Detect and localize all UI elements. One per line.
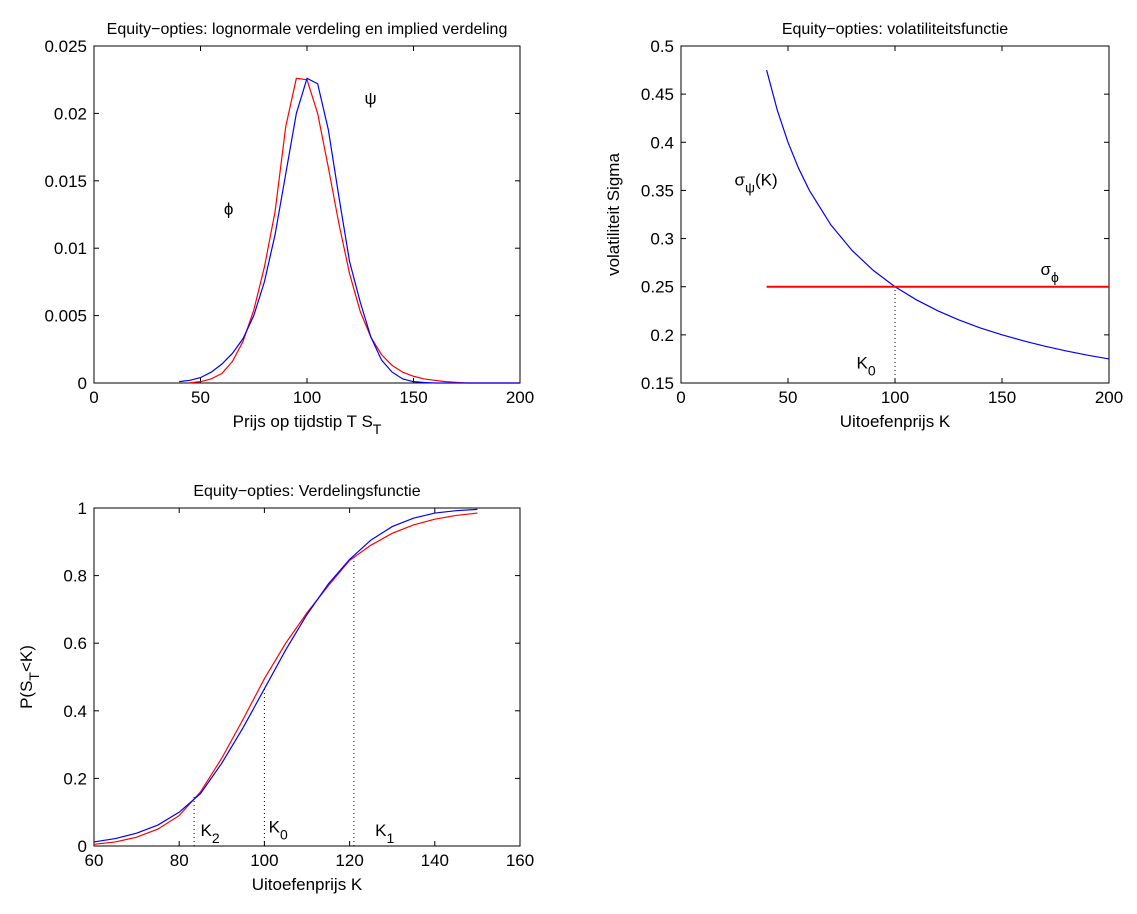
text-part: Uitoefenprijs K <box>840 412 951 431</box>
series-line <box>179 77 520 384</box>
x-tick-label: 80 <box>170 851 189 870</box>
x-tick-label: 50 <box>191 388 210 407</box>
x-axis-label: Uitoefenprijs K <box>252 875 363 894</box>
chart-title: Equity−opties: lognormale verdeling en i… <box>107 21 508 38</box>
chart-title: Equity−opties: volatiliteitsfunctie <box>782 21 1008 38</box>
annotation: K2 <box>201 821 220 846</box>
text-part: K <box>856 354 868 373</box>
annotation: σψ(K) <box>735 171 778 196</box>
y-tick-label: 0.25 <box>641 278 674 297</box>
text-part: K <box>269 817 281 836</box>
text-part: K <box>375 821 387 840</box>
y-tick-label: 0.6 <box>63 634 87 653</box>
y-tick-label: 0.02 <box>54 104 87 123</box>
text-part: P(S <box>17 681 36 709</box>
text-part: σ <box>1041 260 1052 279</box>
x-tick-label: 200 <box>1095 388 1123 407</box>
y-tick-label: 0.45 <box>641 85 674 104</box>
series-line <box>93 512 478 845</box>
subscript: 0 <box>868 363 876 379</box>
axes-box <box>93 507 521 847</box>
x-tick-label: 100 <box>293 388 321 407</box>
subscript: 2 <box>212 830 220 846</box>
text-part: K <box>201 821 213 840</box>
x-axis-label: Prijs op tijdstip T ST <box>233 412 382 437</box>
x-tick-label: 0 <box>676 388 685 407</box>
annotation: K0 <box>856 354 875 379</box>
y-tick-label: 0.005 <box>44 307 87 326</box>
y-axis-label: P(ST<K) <box>17 645 42 709</box>
subscript: ϕ <box>1051 269 1059 285</box>
x-tick-label: 150 <box>988 388 1016 407</box>
y-tick-label: 0.5 <box>650 37 674 56</box>
y-tick-label: 0 <box>78 837 87 856</box>
y-tick-label: 0.35 <box>641 181 674 200</box>
y-tick-label: 0.2 <box>63 769 87 788</box>
subscript: T <box>26 672 42 681</box>
y-tick-label: 0 <box>78 374 87 393</box>
y-tick-label: 0.4 <box>63 702 87 721</box>
x-tick-label: 160 <box>506 851 534 870</box>
annotation: ϕ <box>224 200 234 219</box>
x-axis-label: Uitoefenprijs K <box>840 412 951 431</box>
text-part: ψ <box>365 89 377 108</box>
subscript: 0 <box>280 826 288 842</box>
x-tick-label: 120 <box>335 851 363 870</box>
series-line <box>189 77 520 384</box>
subscript: ψ <box>745 180 755 196</box>
series-line <box>766 69 1110 360</box>
subscript: T <box>373 421 382 437</box>
annotation: K1 <box>375 821 394 846</box>
x-tick-label: 200 <box>506 388 534 407</box>
chart-title: Equity−opties: Verdelingsfunctie <box>193 483 420 500</box>
text-part: (K) <box>755 171 778 190</box>
y-axis-label: volatiliteit Sigma <box>604 153 623 276</box>
y-tick-label: 0.015 <box>44 172 87 191</box>
axes-box <box>680 45 1110 384</box>
x-tick-label: 100 <box>250 851 278 870</box>
series-line <box>93 508 478 843</box>
x-tick-label: 140 <box>421 851 449 870</box>
text-part: ϕ <box>224 200 234 219</box>
text-part: volatiliteit Sigma <box>604 153 623 276</box>
text-part: Prijs op tijdstip T S <box>233 412 373 431</box>
y-tick-label: 1 <box>78 499 87 518</box>
x-tick-label: 60 <box>85 851 104 870</box>
x-tick-label: 0 <box>89 388 98 407</box>
axes-box <box>93 45 521 384</box>
annotation: ψ <box>365 89 377 108</box>
y-tick-label: 0.4 <box>650 133 674 152</box>
text-part: σ <box>735 171 746 190</box>
y-tick-label: 0.15 <box>641 374 674 393</box>
y-tick-label: 0.025 <box>44 37 87 56</box>
y-tick-label: 0.01 <box>54 239 87 258</box>
x-tick-label: 50 <box>779 388 798 407</box>
y-tick-label: 0.2 <box>650 326 674 345</box>
x-tick-label: 100 <box>881 388 909 407</box>
annotation: σϕ <box>1041 260 1060 285</box>
y-tick-label: 0.8 <box>63 567 87 586</box>
subscript: 1 <box>387 830 395 846</box>
x-tick-label: 150 <box>399 388 427 407</box>
y-tick-label: 0.3 <box>650 230 674 249</box>
text-part: <K) <box>17 645 36 672</box>
annotation: K0 <box>269 817 288 842</box>
text-part: Uitoefenprijs K <box>252 875 363 894</box>
